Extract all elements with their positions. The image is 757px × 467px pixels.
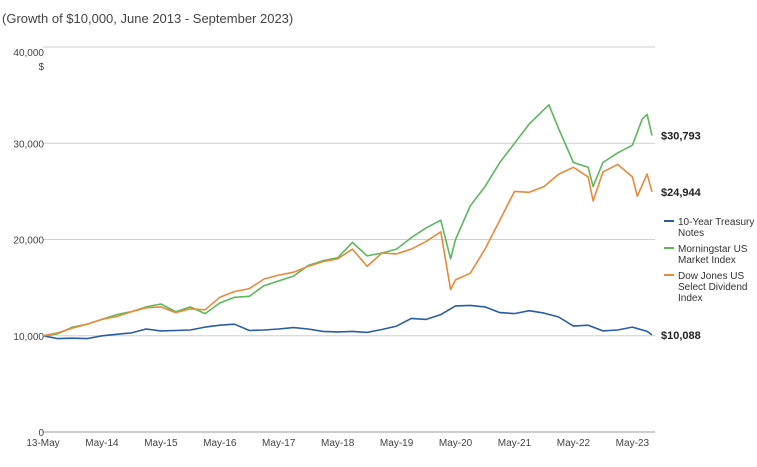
y-tick-label: 10,000	[13, 332, 44, 343]
x-tick-label: May-20	[439, 438, 473, 449]
legend-entry-text: Select Dividend	[678, 282, 747, 293]
end-value-label: $10,088	[661, 330, 701, 342]
x-tick-label: May-19	[380, 438, 414, 449]
x-tick-label: May-16	[203, 438, 237, 449]
legend-entry-text: Morningstar US	[678, 244, 748, 255]
x-tick-label: May-18	[321, 438, 355, 449]
series-line-10-year-treasury-notes	[42, 304, 653, 340]
end-value-label: $30,793	[661, 131, 701, 143]
y-axis-unit: $	[38, 62, 44, 73]
legend-entry-text: Dow Jones US	[678, 271, 744, 282]
x-tick-labels: 13-May May-14 May-15 May-16 May-17 May-18 May-…	[26, 438, 649, 449]
x-tick-label: May-15	[144, 438, 178, 449]
series-lines	[42, 104, 653, 340]
legend-entry-text: Notes	[678, 228, 704, 239]
x-tick-label: May-17	[262, 438, 296, 449]
legend-entry-text: Index	[678, 293, 702, 304]
gridlines	[43, 46, 655, 433]
end-value-label: $24,944	[661, 187, 702, 199]
series-line-morningstar-us-market-index	[42, 104, 653, 337]
legend-entry-text: Market Index	[678, 255, 736, 266]
chart-subtitle: (Growth of $10,000, June 2013 - Septembe…	[2, 11, 293, 26]
x-tick-label: 13-May	[26, 438, 59, 449]
legend-entry-text: 10-Year Treasury	[678, 217, 754, 228]
series-line-dow-jones-us-select-dividend-index	[42, 163, 653, 337]
x-tick-label: May-22	[557, 438, 591, 449]
end-value-labels: $10,088 $30,793 $24,944	[661, 131, 702, 342]
y-tick-label: 40,000	[13, 48, 44, 59]
y-tick-label: 30,000	[13, 139, 44, 150]
y-tick-label: 0	[38, 428, 44, 439]
x-tick-label: May-14	[85, 438, 119, 449]
x-tick-label: May-21	[498, 438, 532, 449]
y-tick-labels: 0 10,000 20,000 30,000 40,000	[13, 48, 44, 439]
y-tick-label: 20,000	[13, 236, 44, 247]
x-tick-label: May-23	[616, 438, 650, 449]
